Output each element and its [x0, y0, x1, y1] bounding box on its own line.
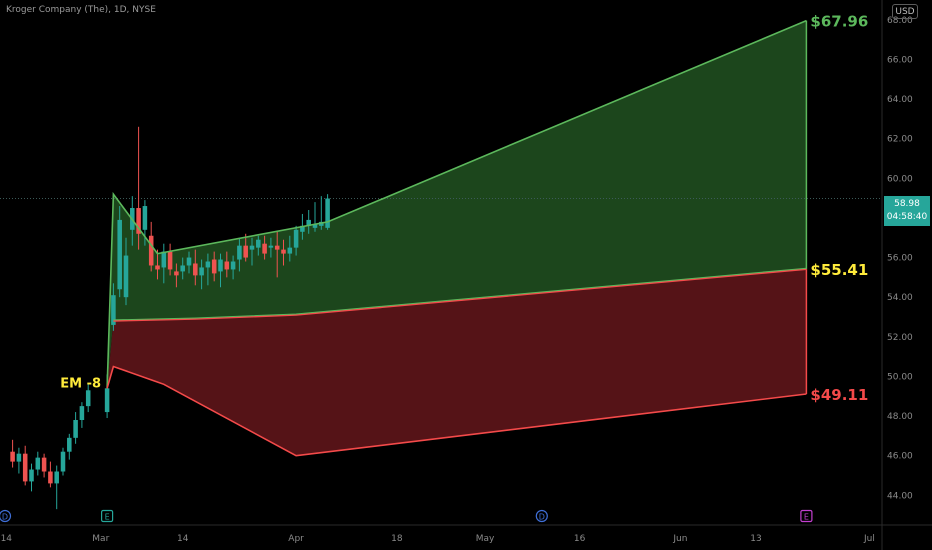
candle-body [48, 471, 53, 484]
candle-body [148, 235, 154, 266]
y-tick-label: 60.00 [887, 174, 913, 184]
candle-body [237, 245, 242, 260]
dividend-marker[interactable]: D [0, 509, 12, 523]
candle-body [306, 219, 311, 226]
y-tick-label: 52.00 [887, 333, 913, 343]
event-marker-letter: E [804, 513, 809, 522]
event-marker-letter: D [2, 513, 8, 522]
candle-body [274, 245, 280, 250]
candle-body [281, 249, 286, 254]
candle-body [155, 265, 160, 270]
candle-body [180, 265, 185, 272]
candle-body [117, 219, 122, 290]
candle-body [104, 388, 110, 413]
candle-body [67, 437, 72, 452]
currency-button[interactable]: USD [892, 4, 918, 19]
candle-body [243, 245, 248, 258]
x-tick-label: 18 [391, 534, 403, 544]
x-tick-label: Jun [672, 534, 687, 544]
last-price-value: 58.98 [894, 199, 920, 209]
candle-body [60, 451, 66, 472]
candle-body [256, 239, 261, 248]
mid-band-line-green [113, 267, 807, 321]
candle-body [54, 471, 59, 484]
candle-body [10, 451, 15, 462]
event-marker-letter: E [105, 513, 110, 522]
candle-body [142, 206, 148, 230]
candle-body [262, 243, 267, 254]
candle-body [85, 390, 91, 407]
candle-body [218, 259, 223, 272]
candle-body [174, 271, 179, 276]
x-tick-label: Mar [92, 534, 109, 544]
candle-body [186, 257, 192, 266]
symbol-title: Kroger Company (The), 1D, NYSE [6, 5, 156, 15]
candle-body [312, 223, 318, 228]
x-tick-label: 13 [750, 534, 761, 544]
candle-body [41, 457, 47, 472]
candle-body [136, 208, 141, 234]
x-tick-label: 14 [1, 534, 13, 544]
mid-band-line-red [113, 268, 807, 322]
candle-body [205, 261, 211, 268]
y-tick-label: 46.00 [887, 452, 913, 462]
event-marker-letter: D [539, 513, 545, 522]
candle-body [249, 245, 255, 250]
bar-countdown: 04:58:40 [886, 212, 928, 222]
candle-body [123, 255, 129, 298]
y-tick-label: 44.00 [887, 491, 913, 501]
y-tick-label: 64.00 [887, 95, 913, 105]
lower-band-line [106, 365, 807, 457]
event-marker-shape [535, 509, 548, 523]
last-price-tag: 58.98 04:58:40 [884, 196, 930, 226]
y-tick-label: 68.00 [887, 16, 913, 26]
y-tick-label: 66.00 [887, 55, 913, 65]
candle-body [300, 225, 305, 232]
y-tick-label: 48.00 [887, 412, 913, 422]
upper-target-label: $67.96 [810, 13, 868, 31]
upper-band-area [107, 20, 807, 389]
y-tick-label: 62.00 [887, 135, 913, 145]
candle-body [161, 251, 167, 268]
candle-body [325, 198, 330, 228]
x-tick-label: 14 [177, 534, 189, 544]
candle-body [199, 267, 204, 276]
expected-move-label: EM -8 [60, 376, 101, 391]
upper-band-line [106, 19, 807, 389]
x-tick-label: 16 [574, 534, 586, 544]
y-tick-label: 50.00 [887, 372, 913, 382]
y-tick-label: 54.00 [887, 293, 913, 303]
earnings-marker[interactable]: E [800, 509, 813, 523]
dividend-marker[interactable]: D [535, 509, 548, 523]
mid-target-label: $55.41 [810, 261, 868, 279]
candle-body [167, 251, 173, 270]
candle-body [29, 469, 34, 482]
x-tick-label: Apr [288, 534, 304, 544]
candle-body [35, 457, 41, 470]
candle-body [293, 229, 299, 248]
event-marker-shape [800, 509, 813, 523]
candle-body [211, 259, 217, 274]
candle-body [111, 295, 116, 325]
candle-body [73, 420, 78, 438]
candle-body [230, 261, 236, 270]
x-tick-label: Jul [863, 534, 875, 544]
event-marker-shape [100, 509, 114, 523]
y-tick-label: 56.00 [887, 254, 913, 264]
candle-body [16, 453, 22, 462]
candle-body [22, 453, 28, 482]
candle-body [193, 263, 198, 276]
lower-target-label: $49.11 [810, 386, 868, 404]
candle-body [268, 245, 274, 248]
candle-body [287, 247, 293, 254]
candle-body [224, 261, 230, 270]
candle-body [79, 406, 85, 420]
event-marker-shape [0, 509, 12, 523]
earnings-marker[interactable]: E [100, 509, 114, 523]
x-tick-label: May [476, 534, 495, 544]
